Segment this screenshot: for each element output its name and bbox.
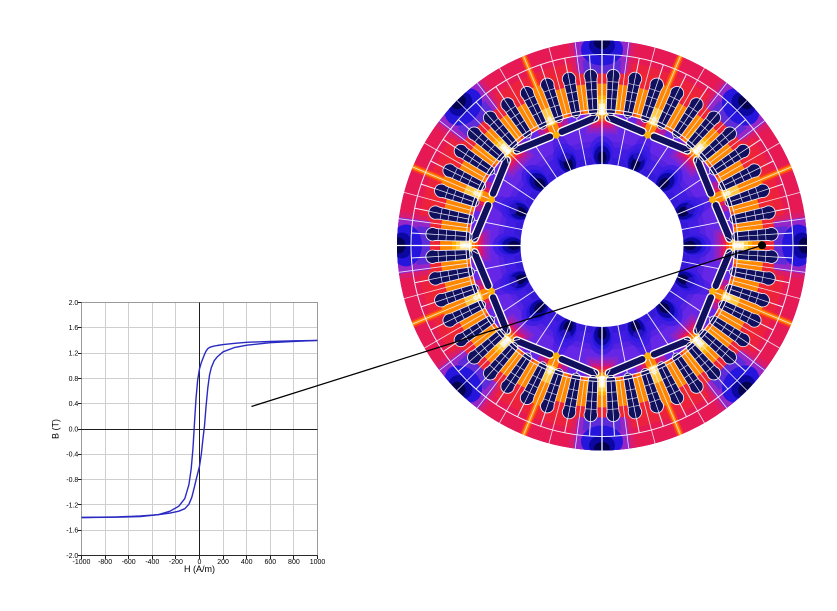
svg-text:-400: -400 (145, 559, 159, 566)
svg-text:-200: -200 (169, 559, 183, 566)
svg-text:0: 0 (198, 559, 202, 566)
svg-text:1.6: 1.6 (69, 325, 79, 332)
svg-text:-1000: -1000 (73, 559, 91, 566)
svg-text:-800: -800 (98, 559, 112, 566)
svg-text:1.2: 1.2 (69, 351, 79, 358)
svg-text:-1.6: -1.6 (66, 528, 78, 535)
svg-text:-1.2: -1.2 (66, 502, 78, 509)
svg-text:B (T): B (T) (51, 419, 61, 439)
svg-text:-0.4: -0.4 (66, 452, 78, 459)
svg-text:0.0: 0.0 (69, 426, 79, 433)
svg-text:-2.0: -2.0 (66, 553, 78, 560)
svg-text:0.8: 0.8 (69, 376, 79, 383)
svg-text:200: 200 (217, 559, 229, 566)
svg-text:H (A/m): H (A/m) (184, 564, 215, 574)
svg-text:0.4: 0.4 (69, 401, 79, 408)
svg-text:-600: -600 (122, 559, 136, 566)
svg-text:800: 800 (288, 559, 300, 566)
svg-text:2.0: 2.0 (69, 300, 79, 307)
svg-text:-0.8: -0.8 (66, 477, 78, 484)
svg-text:600: 600 (264, 559, 276, 566)
svg-text:1000: 1000 (310, 559, 326, 566)
svg-text:400: 400 (241, 559, 253, 566)
